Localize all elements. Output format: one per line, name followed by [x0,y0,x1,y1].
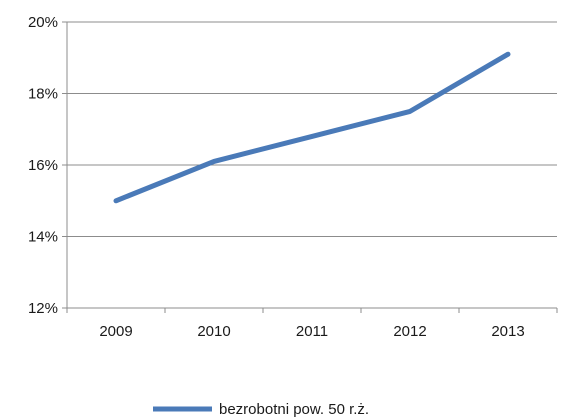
series-lines [113,51,511,204]
x-tick-label: 2010 [197,323,230,340]
legend-label: bezrobotni pow. 50 r.ż. [219,401,369,418]
y-tick-label: 16% [28,157,58,174]
x-tick-labels: 2009 2010 2011 2012 2013 [99,323,524,340]
x-tick-label: 2009 [99,323,132,340]
y-tick-label: 20% [28,14,58,31]
series-line [113,51,511,204]
y-tick-label: 12% [28,300,58,317]
y-tick-label: 18% [28,86,58,103]
y-tick-label: 14% [28,229,58,246]
x-tick-label: 2013 [491,323,524,340]
x-tick-label: 2012 [393,323,426,340]
x-tick-label: 2011 [296,323,328,340]
legend: bezrobotni pow. 50 r.ż. [153,401,369,418]
axes [62,21,558,313]
gridlines [67,21,557,237]
y-tick-labels: 12% 14% 16% 18% 20% [28,14,58,317]
